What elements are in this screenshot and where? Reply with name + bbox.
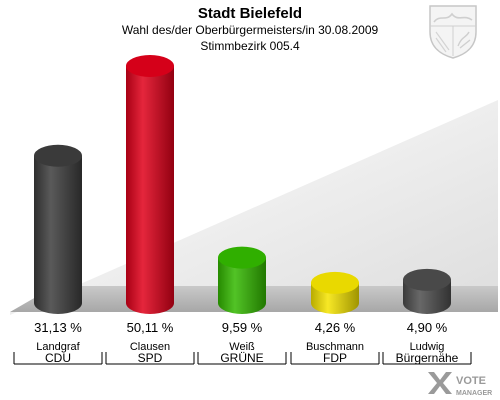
bar-clausen	[126, 55, 174, 314]
bar-top	[403, 268, 451, 291]
svg-text:MANAGER: MANAGER	[456, 390, 492, 397]
party-label: SPD	[138, 351, 163, 365]
nrw-coat-of-arms-icon	[429, 5, 477, 59]
bar-wei-	[218, 246, 266, 314]
svg-text:VOTE: VOTE	[456, 375, 486, 387]
party-label: Bürgernähe	[396, 351, 459, 365]
candidate-label: Landgraf	[36, 341, 80, 353]
bar-top	[218, 246, 266, 269]
vote-manager-logo: VOTE MANAGER	[428, 372, 492, 397]
bar-buschmann	[311, 271, 359, 314]
party-label: GRÜNE	[220, 351, 263, 365]
chart-district: Stimmbezirk 005.4	[200, 39, 300, 53]
candidate-label: Clausen	[130, 341, 170, 353]
candidate-label: Weiß	[229, 341, 255, 353]
value-label: 4,26 %	[315, 320, 356, 335]
value-label: 9,59 %	[222, 320, 263, 335]
bar-body	[218, 257, 266, 314]
bar-top	[34, 144, 82, 167]
candidate-label: Ludwig	[410, 341, 445, 353]
chart-title: Stadt Bielefeld	[197, 5, 303, 22]
bar-ludwig	[403, 268, 451, 314]
bar-body	[126, 66, 174, 314]
bar-top	[126, 55, 174, 77]
value-label: 31,13 %	[34, 320, 82, 335]
bar-body	[34, 155, 82, 314]
candidate-label: Buschmann	[306, 341, 364, 353]
value-label: 50,11 %	[127, 320, 174, 335]
value-label: 4,90 %	[407, 320, 448, 335]
party-label: CDU	[45, 351, 71, 365]
bar-top	[311, 271, 359, 294]
chart-subtitle: Wahl des/der Oberbürgermeisters/in 30.08…	[121, 23, 379, 37]
bar-landgraf	[34, 144, 82, 314]
party-label: FDP	[323, 351, 347, 365]
